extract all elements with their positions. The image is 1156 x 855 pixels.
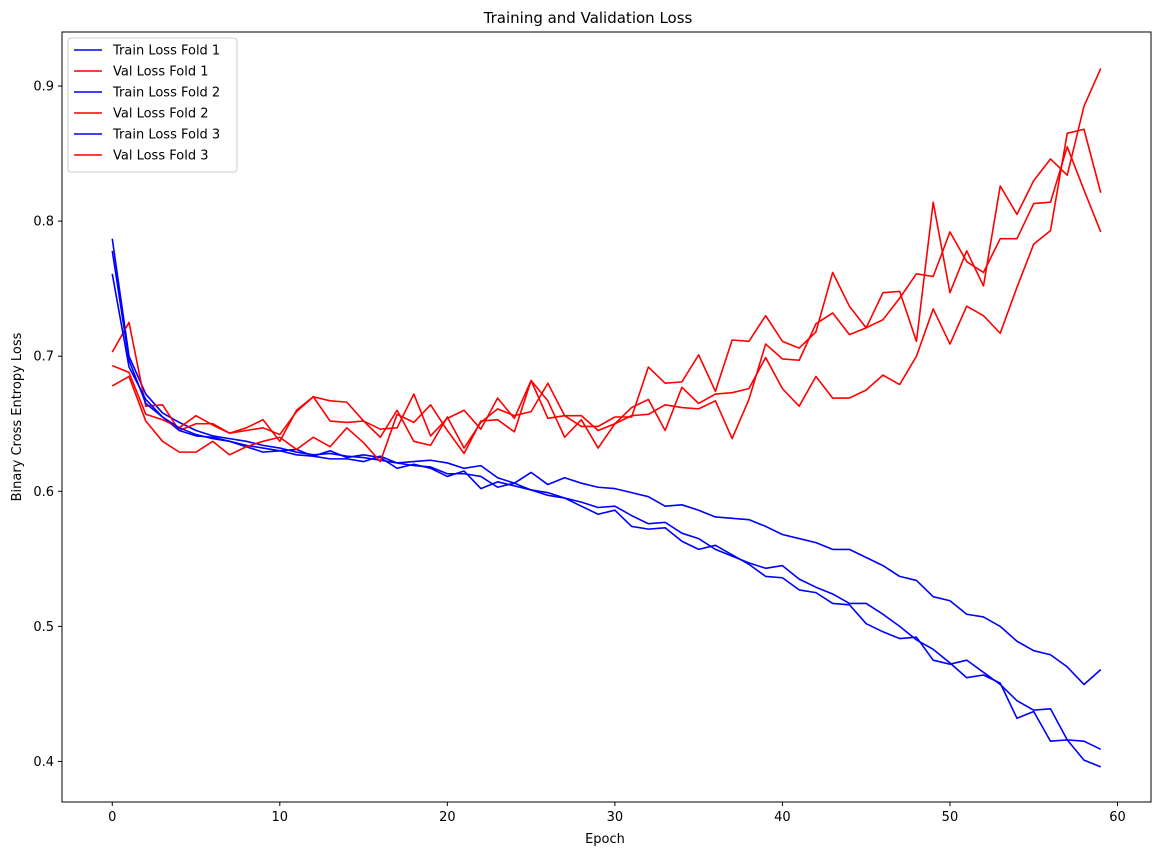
y-tick-label: 0.8	[33, 215, 54, 230]
legend-label: Val Loss Fold 3	[113, 149, 208, 164]
legend-box	[67, 37, 238, 173]
series-line-6	[111, 146, 1102, 463]
y-tick-label: 0.6	[33, 485, 54, 500]
series-line-2	[111, 68, 1102, 437]
chart-title: Training and Validation Loss	[483, 9, 693, 27]
x-tick-label: 40	[774, 810, 791, 825]
legend-label: Val Loss Fold 2	[113, 107, 208, 122]
y-tick-label: 0.7	[33, 350, 54, 365]
x-tick-label: 0	[108, 810, 116, 825]
x-tick-label: 20	[439, 810, 456, 825]
y-axis-label: Binary Cross Entropy Loss	[10, 332, 25, 501]
legend-label: Val Loss Fold 1	[113, 65, 208, 80]
plot-frame	[61, 31, 1152, 803]
x-tick-label: 60	[1109, 810, 1126, 825]
x-tick-label: 30	[607, 810, 624, 825]
legend-label: Train Loss Fold 3	[112, 128, 220, 143]
y-tick-label: 0.5	[33, 620, 54, 635]
series-line-5	[111, 273, 1102, 751]
y-axis-ticks: 0.4 0.5 0.6 0.7 0.8 0.9	[33, 80, 62, 770]
x-tick-label: 50	[942, 810, 959, 825]
x-axis-label: Epoch	[585, 832, 625, 847]
y-tick-label: 0.9	[33, 80, 54, 95]
legend: Train Loss Fold 1 Val Loss Fold 1 Train Lo…	[67, 37, 238, 173]
x-axis-ticks: 0 10 20 30 40 50 60	[108, 802, 1126, 825]
legend-label: Train Loss Fold 1	[112, 44, 220, 59]
series-line-1	[111, 238, 1102, 686]
legend-label: Train Loss Fold 2	[112, 86, 220, 101]
plot-lines	[111, 68, 1102, 768]
y-tick-label: 0.4	[33, 755, 54, 770]
x-tick-label: 10	[272, 810, 289, 825]
